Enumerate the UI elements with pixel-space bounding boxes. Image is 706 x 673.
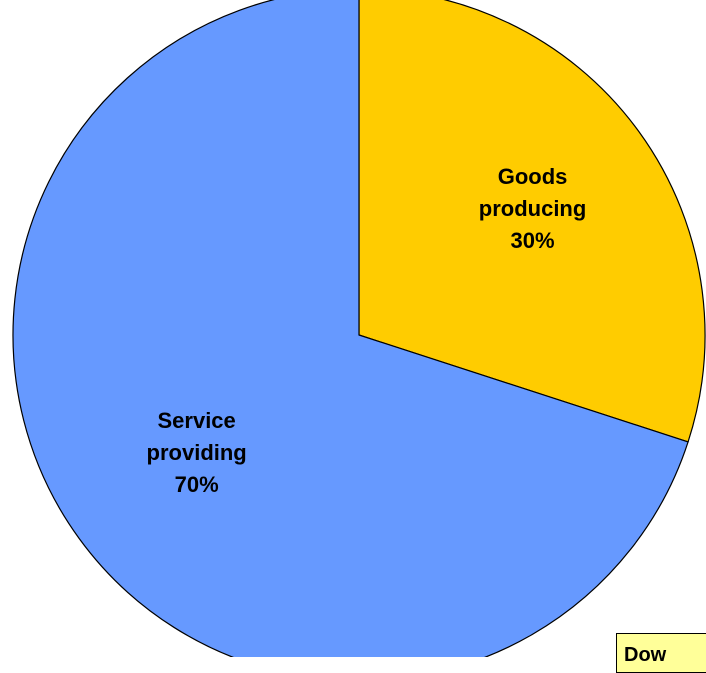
pie-slice-goods-producing xyxy=(358,0,706,443)
pie-chart: Goods producing 30% Service providing 70% xyxy=(12,0,706,657)
pie-slice-service-providing xyxy=(12,0,689,657)
pie-labels: Goods producing 30% Service providing 70% xyxy=(147,164,587,497)
pie-slices xyxy=(12,0,706,657)
pie-label-service-providing: Service providing 70% xyxy=(147,408,247,497)
annotation-note-text: Dow xyxy=(624,644,667,666)
annotation-note: Dow xyxy=(616,633,706,673)
pie-label-goods-producing: Goods producing 30% xyxy=(479,164,587,253)
